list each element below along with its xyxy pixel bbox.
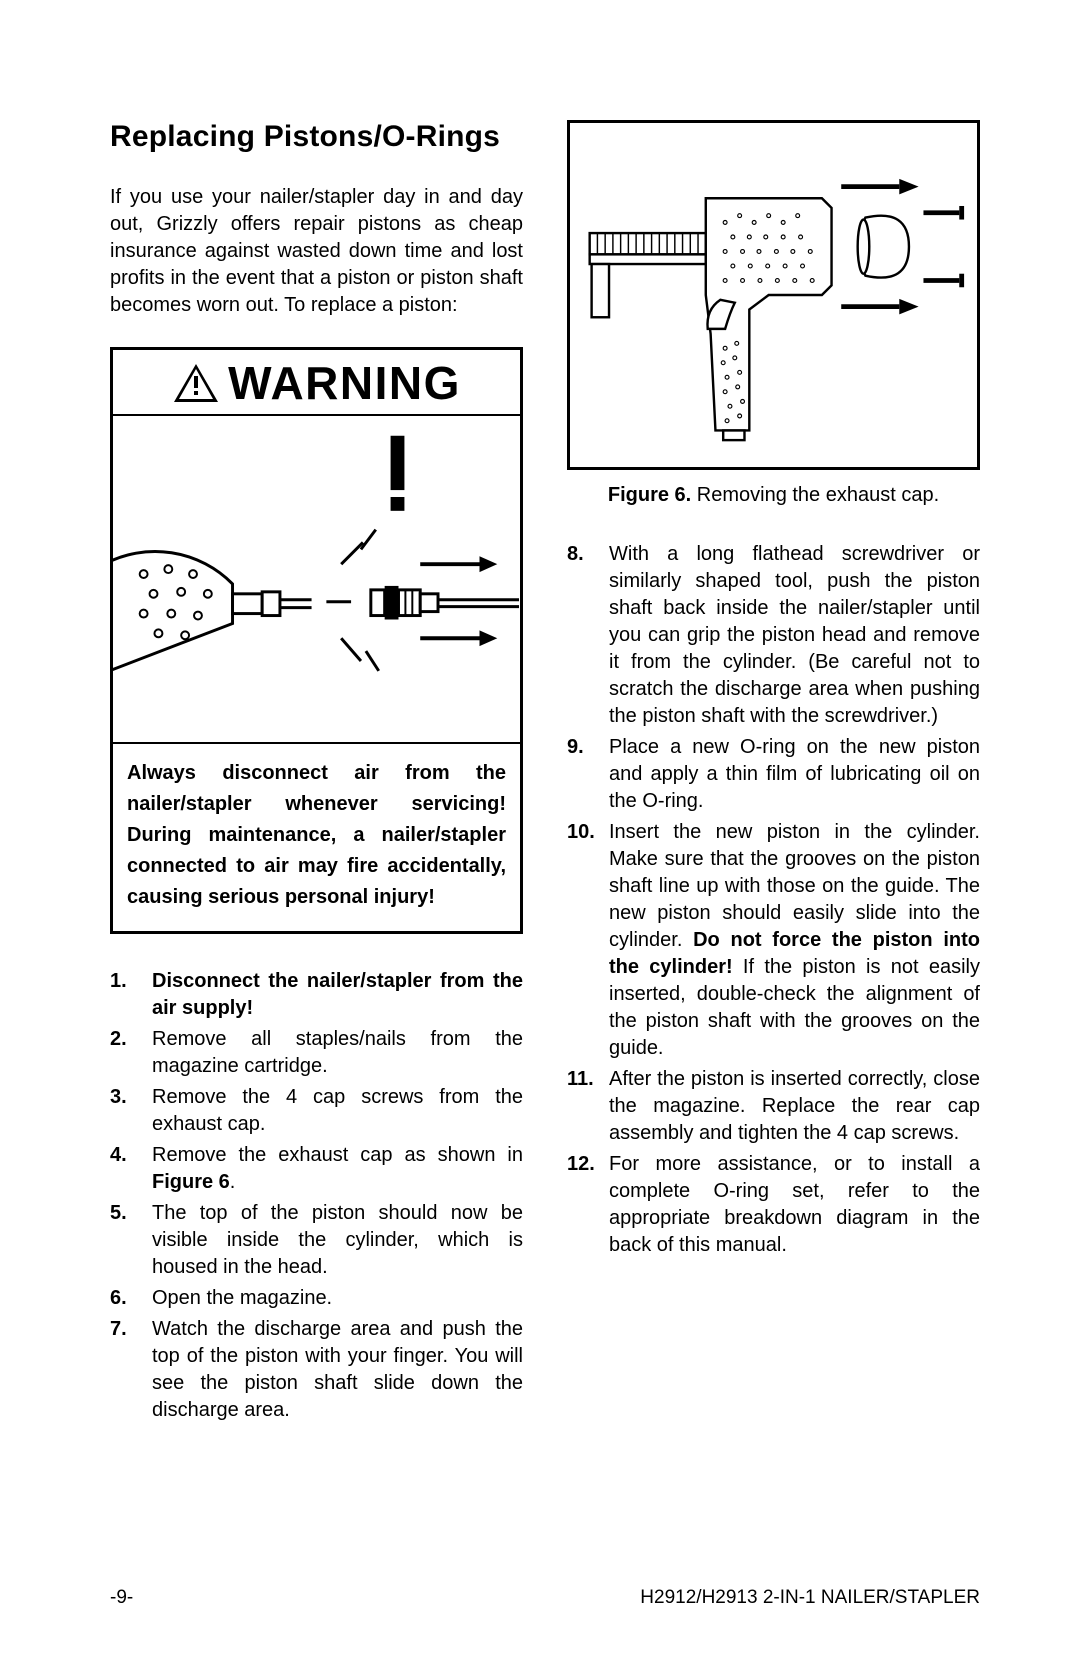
step-number: 6.: [110, 1285, 152, 1312]
step-number: 7.: [110, 1316, 152, 1424]
page-number: -9-: [110, 1587, 133, 1609]
step-text: For more assistance, or to install a com…: [609, 1151, 980, 1259]
step-text: Remove all staples/nails from the magazi…: [152, 1026, 523, 1080]
warning-text: Always disconnect air from the nailer/st…: [113, 744, 520, 931]
step-item: 8. With a long flathead screwdriver or s…: [567, 541, 980, 730]
step-item: 4. Remove the exhaust cap as shown in Fi…: [110, 1142, 523, 1196]
step-number: 8.: [567, 541, 609, 730]
step-number: 3.: [110, 1084, 152, 1138]
steps-right: 8. With a long flathead screwdriver or s…: [567, 541, 980, 1259]
step-text: Watch the discharge area and push the to…: [152, 1316, 523, 1424]
steps-left: 1. Disconnect the nailer/stapler from th…: [110, 968, 523, 1424]
step-text: Insert the new piston in the cylinder. M…: [609, 819, 980, 1062]
step-number: 4.: [110, 1142, 152, 1196]
left-column: Replacing Pistons/O-Rings If you use you…: [110, 120, 523, 1509]
step-number: 10.: [567, 819, 609, 1062]
step-number: 1.: [110, 968, 152, 1022]
warning-label: WARNING: [228, 356, 461, 410]
disconnect-air-icon: [113, 416, 520, 742]
figure-caption: Figure 6. Removing the exhaust cap.: [567, 484, 980, 507]
step-item: 2. Remove all staples/nails from the mag…: [110, 1026, 523, 1080]
intro-paragraph: If you use your nailer/stapler day in an…: [110, 184, 523, 319]
step-text: Place a new O-ring on the new piston and…: [609, 734, 980, 815]
step-item: 9. Place a new O-ring on the new piston …: [567, 734, 980, 815]
warning-box: WARNING: [110, 347, 523, 934]
step-item: 3. Remove the 4 cap screws from the exha…: [110, 1084, 523, 1138]
step-text: Remove the 4 cap screws from the exhaust…: [152, 1084, 523, 1138]
step-item: 1. Disconnect the nailer/stapler from th…: [110, 968, 523, 1022]
model-label: H2912/H2913 2-IN-1 NAILER/STAPLER: [640, 1587, 980, 1609]
step-text: With a long flathead screwdriver or simi…: [609, 541, 980, 730]
step-text: Open the magazine.: [152, 1285, 523, 1312]
warning-triangle-icon: [172, 362, 220, 404]
step-item: 6. Open the magazine.: [110, 1285, 523, 1312]
step-text: Remove the exhaust cap as shown in Figur…: [152, 1142, 523, 1196]
page-footer: -9- H2912/H2913 2-IN-1 NAILER/STAPLER: [110, 1587, 980, 1609]
step-number: 12.: [567, 1151, 609, 1259]
step-item: 7. Watch the discharge area and push the…: [110, 1316, 523, 1424]
step-text: Disconnect the nailer/stapler from the a…: [152, 968, 523, 1022]
right-column: Figure 6. Removing the exhaust cap. 8. W…: [567, 120, 980, 1509]
step-item: 12. For more assistance, or to install a…: [567, 1151, 980, 1259]
warning-header: WARNING: [113, 350, 520, 414]
warning-illustration: [113, 414, 520, 744]
step-item: 5. The top of the piston should now be v…: [110, 1200, 523, 1281]
figure-6-box: [567, 120, 980, 470]
step-item: 11. After the piston is inserted correct…: [567, 1066, 980, 1147]
exhaust-cap-diagram-icon: [580, 133, 967, 457]
step-number: 9.: [567, 734, 609, 815]
step-text: After the piston is inserted correctly, …: [609, 1066, 980, 1147]
step-number: 2.: [110, 1026, 152, 1080]
step-item: 10. Insert the new piston in the cylinde…: [567, 819, 980, 1062]
section-heading: Replacing Pistons/O-Rings: [110, 120, 523, 154]
page: Replacing Pistons/O-Rings If you use you…: [0, 0, 1080, 1569]
step-number: 5.: [110, 1200, 152, 1281]
step-text: The top of the piston should now be visi…: [152, 1200, 523, 1281]
step-number: 11.: [567, 1066, 609, 1147]
